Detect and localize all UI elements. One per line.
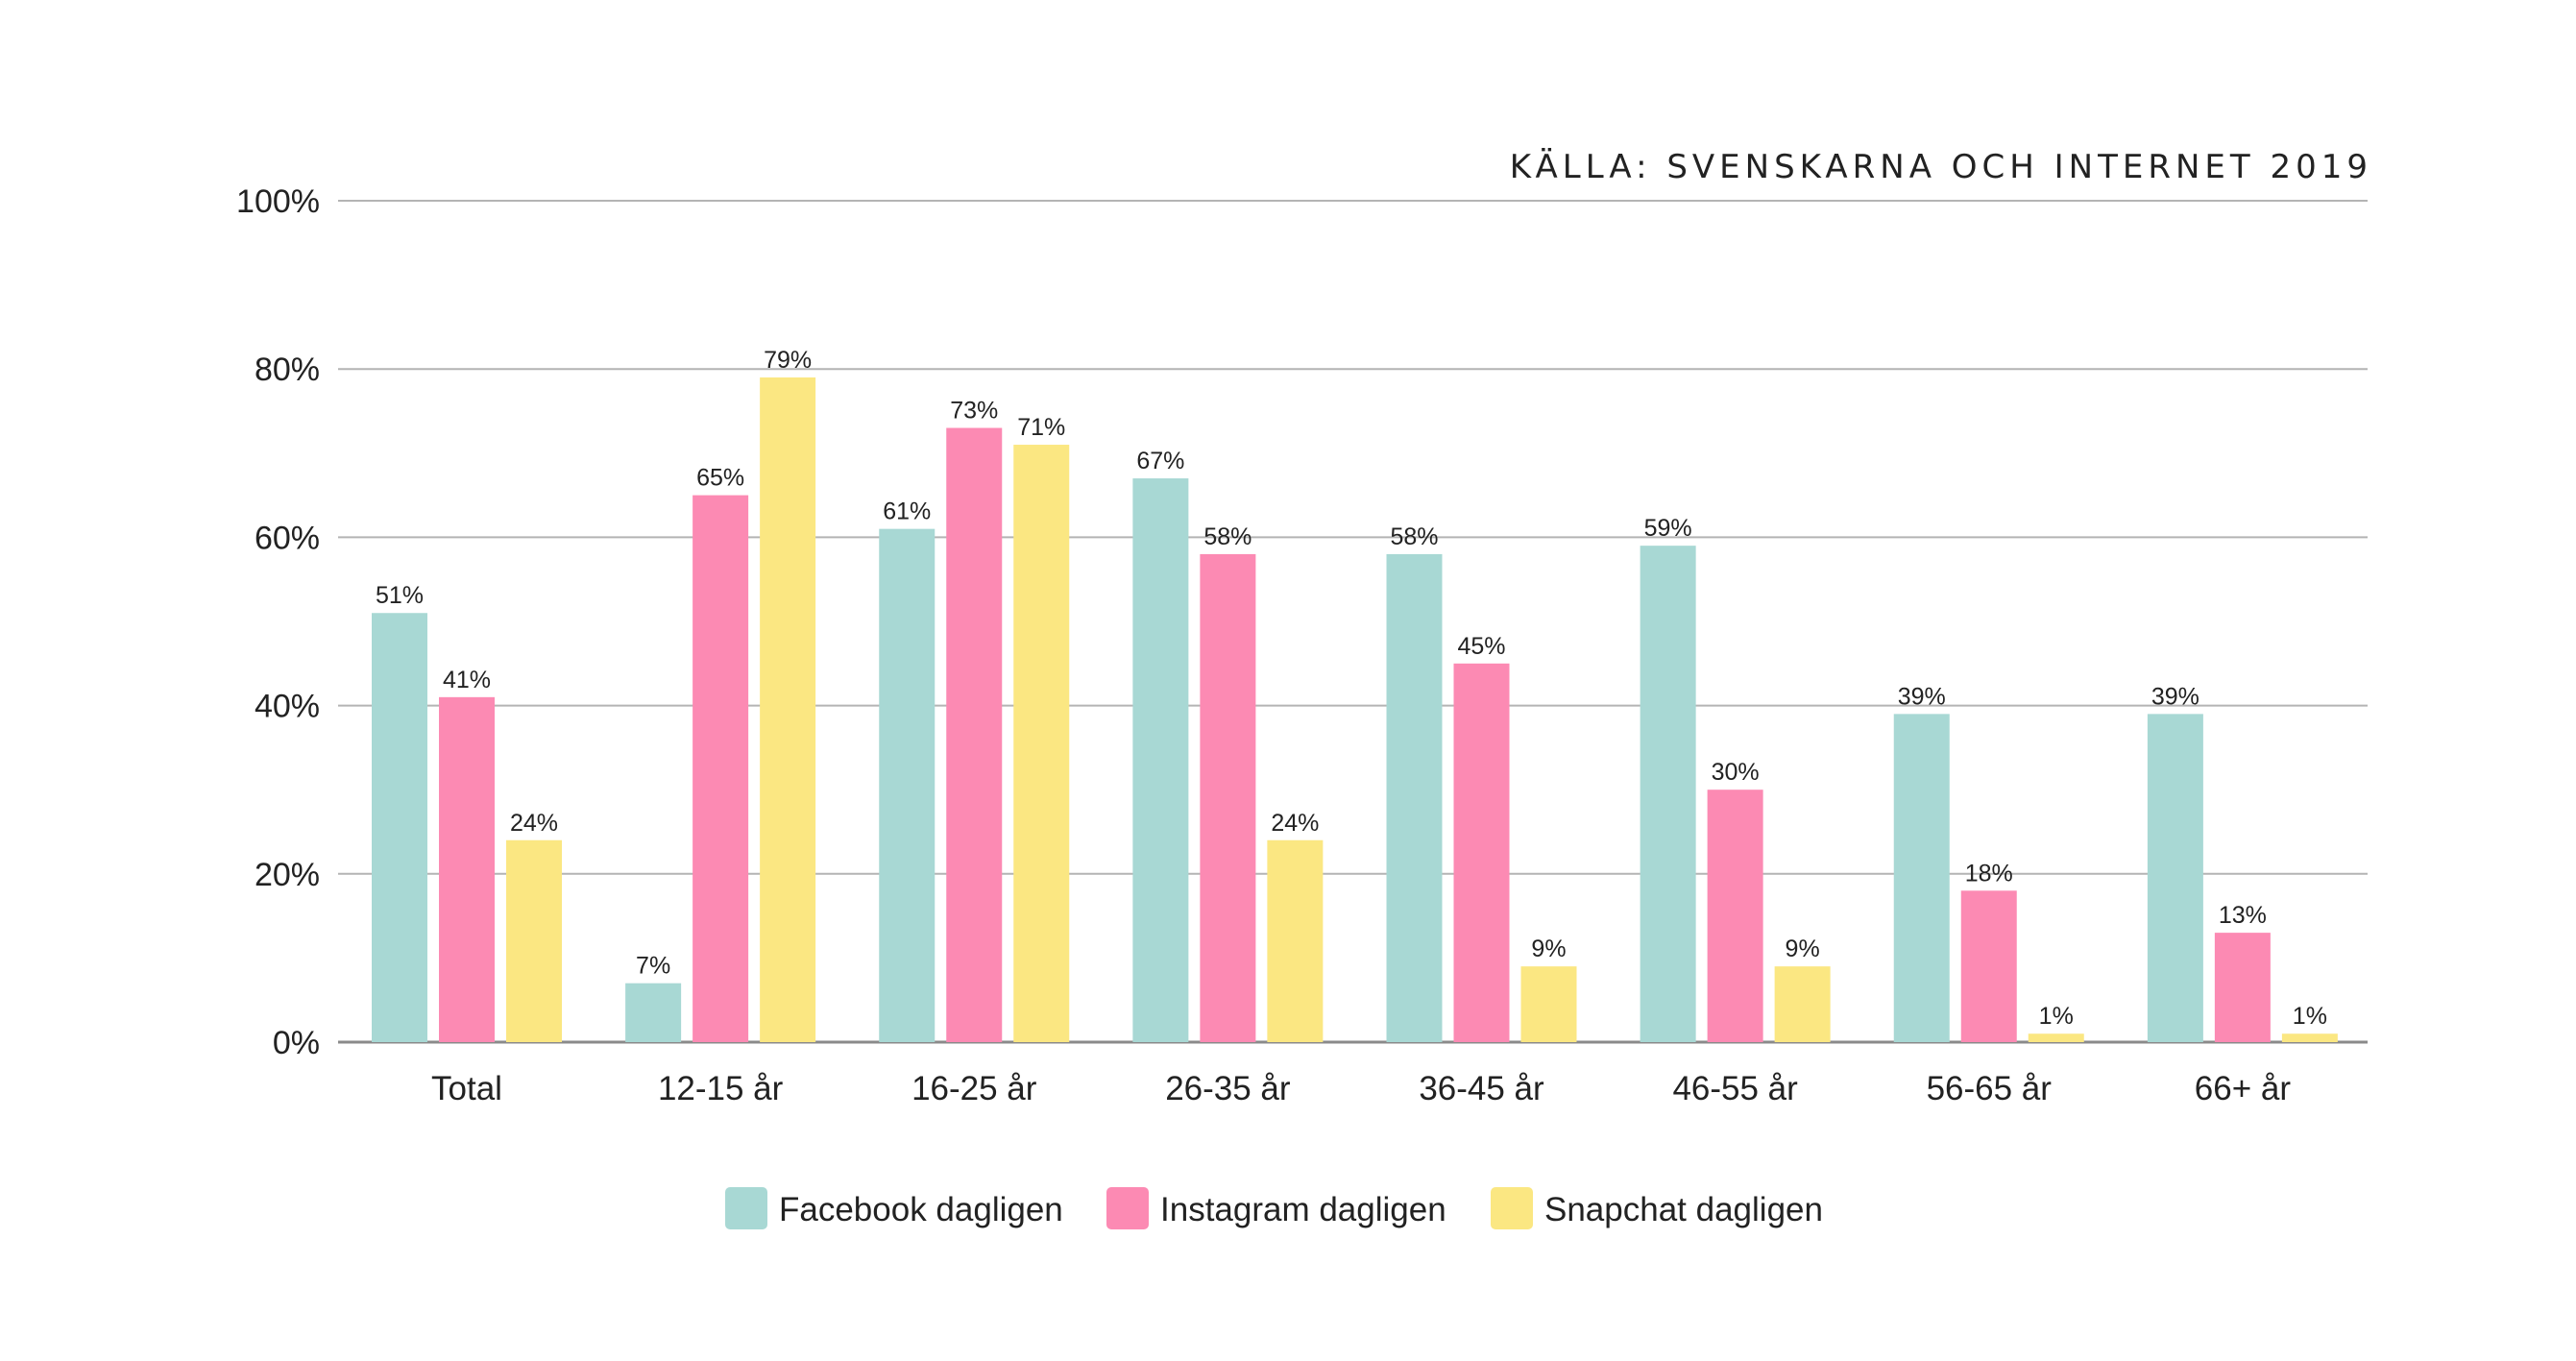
bar-facebook bbox=[1386, 553, 1443, 1042]
bar-instagram bbox=[693, 495, 749, 1042]
bar-snapchat bbox=[1774, 966, 1831, 1042]
x-tick-label: 46-55 år bbox=[1672, 1070, 1798, 1107]
bar-instagram bbox=[1453, 663, 1510, 1042]
bar-facebook bbox=[879, 528, 936, 1042]
data-label: 41% bbox=[443, 667, 491, 693]
bar-instagram bbox=[946, 427, 1003, 1042]
legend-label: Instagram dagligen bbox=[1160, 1191, 1446, 1228]
data-label: 1% bbox=[2293, 1003, 2327, 1030]
bar-facebook bbox=[1893, 714, 1950, 1042]
gridlines bbox=[338, 200, 2368, 1044]
bar-instagram bbox=[2214, 933, 2271, 1042]
y-tick-label: 100% bbox=[236, 183, 320, 220]
data-label: 1% bbox=[2039, 1003, 2074, 1030]
y-tick-label: 80% bbox=[255, 352, 320, 388]
y-tick-label: 60% bbox=[255, 520, 320, 556]
data-label: 58% bbox=[1390, 523, 1438, 550]
y-axis-tick-labels: 0% 20% 40% 60% 80% 100% bbox=[236, 183, 320, 1061]
data-label: 79% bbox=[764, 347, 812, 374]
bar-facebook bbox=[625, 983, 682, 1042]
bar-instagram bbox=[1200, 553, 1256, 1042]
bar-snapchat bbox=[1013, 445, 1070, 1042]
legend-swatch bbox=[1106, 1187, 1149, 1229]
data-label: 61% bbox=[883, 498, 931, 525]
data-label: 13% bbox=[2219, 902, 2267, 929]
data-label: 39% bbox=[2151, 683, 2199, 710]
x-tick-label: 56-65 år bbox=[1927, 1070, 2053, 1107]
legend: Facebook dagligen Instagram dagligen Snapc… bbox=[725, 1187, 1823, 1229]
bar-snapchat bbox=[760, 377, 816, 1043]
y-tick-label: 40% bbox=[255, 689, 320, 725]
y-tick-label: 0% bbox=[273, 1025, 320, 1061]
bar-facebook bbox=[1132, 478, 1189, 1043]
bar-snapchat bbox=[506, 839, 562, 1042]
x-tick-label: 16-25 år bbox=[911, 1070, 1037, 1107]
data-label: 73% bbox=[950, 398, 998, 425]
bar-snapchat bbox=[1520, 966, 1577, 1042]
data-label: 58% bbox=[1203, 523, 1252, 550]
data-label: 45% bbox=[1457, 633, 1505, 660]
bar-facebook bbox=[1640, 546, 1696, 1042]
data-label: 9% bbox=[1786, 936, 1820, 962]
x-tick-label: 66+ år bbox=[2195, 1070, 2292, 1107]
bars bbox=[372, 377, 2338, 1043]
x-tick-label: 26-35 år bbox=[1165, 1070, 1291, 1107]
x-tick-label: 12-15 år bbox=[658, 1070, 784, 1107]
data-label: 59% bbox=[1644, 515, 1692, 542]
x-tick-label: Total bbox=[431, 1070, 502, 1107]
data-label: 24% bbox=[510, 810, 558, 837]
data-label: 30% bbox=[1712, 759, 1760, 786]
data-label: 9% bbox=[1531, 936, 1566, 962]
source-text: KÄLLA: SVENSKARNA OCH INTERNET 2019 bbox=[1510, 148, 2372, 186]
data-label: 39% bbox=[1898, 683, 1946, 710]
legend-label: Facebook dagligen bbox=[779, 1191, 1063, 1228]
x-tick-label: 36-45 år bbox=[1419, 1070, 1544, 1107]
bar-snapchat bbox=[1267, 839, 1324, 1042]
legend-swatch bbox=[725, 1187, 767, 1229]
y-tick-label: 20% bbox=[255, 857, 320, 893]
data-label: 7% bbox=[636, 953, 670, 980]
data-label: 65% bbox=[696, 465, 744, 492]
bar-snapchat bbox=[2028, 1033, 2084, 1042]
bar-facebook bbox=[2147, 714, 2203, 1042]
data-label: 51% bbox=[376, 582, 424, 609]
data-label: 18% bbox=[1965, 860, 2013, 887]
legend-label: Snapchat dagligen bbox=[1544, 1191, 1823, 1228]
bar-snapchat bbox=[2281, 1033, 2338, 1042]
bar-instagram bbox=[1960, 890, 2017, 1042]
bar-instagram bbox=[439, 696, 495, 1042]
legend-swatch bbox=[1491, 1187, 1533, 1229]
data-labels: 51% 41% 24% 7% 65% 79% 61% 73% 71% 67% 58% 24% 58% 45… bbox=[376, 347, 2327, 1030]
bar-facebook bbox=[372, 613, 427, 1042]
bar-instagram bbox=[1707, 790, 1763, 1042]
x-axis-tick-labels: Total 12-15 år 16-25 år 26-35 år 36-45 år 46-… bbox=[431, 1070, 2291, 1107]
data-label: 71% bbox=[1017, 414, 1065, 441]
data-label: 24% bbox=[1271, 810, 1319, 837]
data-label: 67% bbox=[1136, 448, 1184, 474]
